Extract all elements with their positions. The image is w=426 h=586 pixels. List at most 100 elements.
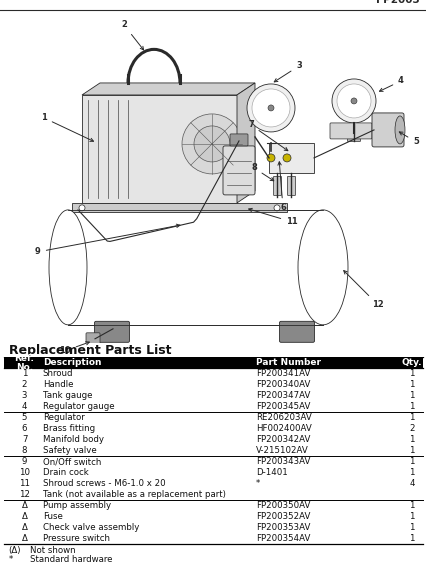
Text: FP200353AV: FP200353AV: [256, 523, 310, 532]
Circle shape: [331, 79, 375, 123]
Ellipse shape: [49, 210, 87, 325]
Circle shape: [350, 98, 356, 104]
FancyBboxPatch shape: [222, 146, 254, 195]
Circle shape: [268, 105, 273, 111]
Text: FP200341AV: FP200341AV: [256, 369, 310, 379]
Text: Pressure switch: Pressure switch: [43, 534, 109, 543]
Text: Handle: Handle: [43, 380, 73, 390]
Circle shape: [79, 205, 85, 211]
Text: 1: 1: [409, 435, 414, 444]
Text: FP200352AV: FP200352AV: [256, 512, 310, 522]
Text: Manifold body: Manifold body: [43, 435, 104, 444]
Text: Shroud screws - M6-1.0 x 20: Shroud screws - M6-1.0 x 20: [43, 479, 165, 488]
FancyBboxPatch shape: [287, 176, 295, 195]
Text: 3: 3: [273, 62, 301, 82]
Text: 9: 9: [35, 224, 179, 256]
Text: RE206203AV: RE206203AV: [256, 413, 311, 423]
FancyBboxPatch shape: [72, 203, 286, 212]
FancyBboxPatch shape: [268, 143, 313, 173]
Text: Description: Description: [43, 359, 101, 367]
Text: 12: 12: [19, 490, 30, 499]
Text: FP200340AV: FP200340AV: [256, 380, 310, 390]
Circle shape: [282, 154, 290, 162]
Text: HF002400AV: HF002400AV: [256, 424, 311, 434]
Text: On/Off switch: On/Off switch: [43, 457, 101, 466]
Text: 11: 11: [248, 209, 297, 226]
Text: FP200342AV: FP200342AV: [256, 435, 310, 444]
Text: FP200347AV: FP200347AV: [256, 391, 310, 400]
Text: 2: 2: [121, 21, 143, 50]
Ellipse shape: [297, 210, 347, 325]
FancyBboxPatch shape: [273, 176, 281, 195]
Text: Fuse: Fuse: [43, 512, 63, 522]
Text: 9: 9: [22, 457, 27, 466]
Text: 6: 6: [22, 424, 27, 434]
Text: Tank gauge: Tank gauge: [43, 391, 92, 400]
Text: 1: 1: [409, 468, 414, 478]
Circle shape: [181, 114, 242, 174]
FancyBboxPatch shape: [347, 132, 360, 141]
Text: 7: 7: [248, 121, 287, 151]
Circle shape: [193, 126, 230, 162]
Text: 1: 1: [409, 534, 414, 543]
Text: 3: 3: [22, 391, 27, 400]
Text: Regulator gauge: Regulator gauge: [43, 403, 114, 411]
Circle shape: [273, 205, 279, 211]
Ellipse shape: [394, 116, 404, 144]
FancyBboxPatch shape: [82, 95, 236, 203]
Text: 5: 5: [22, 413, 27, 423]
Text: 10: 10: [19, 468, 30, 478]
Text: 1: 1: [409, 523, 414, 532]
Text: Standard hardware: Standard hardware: [30, 555, 112, 564]
Text: Pump assembly: Pump assembly: [43, 501, 111, 510]
Text: Part Number: Part Number: [256, 359, 320, 367]
Text: 5: 5: [398, 132, 418, 146]
Text: Tank (not available as a replacement part): Tank (not available as a replacement par…: [43, 490, 225, 499]
Text: Δ: Δ: [22, 512, 27, 522]
Circle shape: [266, 154, 274, 162]
Text: 1: 1: [409, 457, 414, 466]
Text: Not shown: Not shown: [30, 546, 75, 555]
Text: 1: 1: [409, 403, 414, 411]
FancyBboxPatch shape: [94, 321, 129, 342]
Text: FP200354AV: FP200354AV: [256, 534, 310, 543]
Polygon shape: [82, 83, 254, 95]
Text: Ref.
No.: Ref. No.: [14, 353, 35, 372]
Text: 6: 6: [277, 162, 285, 212]
Text: Δ: Δ: [22, 534, 27, 543]
FancyBboxPatch shape: [371, 113, 403, 147]
Circle shape: [336, 84, 370, 118]
Text: 1: 1: [409, 501, 414, 510]
Circle shape: [246, 84, 294, 132]
Text: FP2003: FP2003: [375, 0, 419, 5]
Text: Δ: Δ: [22, 523, 27, 532]
Text: *: *: [9, 555, 13, 564]
Text: D-1401: D-1401: [256, 468, 287, 478]
Text: 1: 1: [409, 447, 414, 455]
Text: Brass fitting: Brass fitting: [43, 424, 95, 434]
Text: 1: 1: [409, 413, 414, 423]
FancyBboxPatch shape: [230, 134, 248, 146]
Text: Shroud: Shroud: [43, 369, 73, 379]
Text: 10: 10: [59, 342, 89, 355]
Text: Safety valve: Safety valve: [43, 447, 96, 455]
Text: Replacement Parts List: Replacement Parts List: [9, 343, 171, 357]
Text: Qty.: Qty.: [401, 359, 421, 367]
Text: FP200343AV: FP200343AV: [256, 457, 310, 466]
Text: 8: 8: [250, 163, 273, 181]
Text: 7: 7: [22, 435, 27, 444]
FancyBboxPatch shape: [329, 123, 371, 139]
Text: 1: 1: [409, 391, 414, 400]
Polygon shape: [236, 83, 254, 203]
Text: 2: 2: [409, 424, 414, 434]
Text: Regulator: Regulator: [43, 413, 84, 423]
Text: Drain cock: Drain cock: [43, 468, 88, 478]
Text: V-215102AV: V-215102AV: [256, 447, 308, 455]
Text: FP200350AV: FP200350AV: [256, 501, 310, 510]
FancyBboxPatch shape: [86, 333, 100, 345]
Circle shape: [251, 89, 289, 127]
Text: 4: 4: [22, 403, 27, 411]
Text: 2: 2: [22, 380, 27, 390]
FancyBboxPatch shape: [279, 321, 314, 342]
Text: 8: 8: [22, 447, 27, 455]
